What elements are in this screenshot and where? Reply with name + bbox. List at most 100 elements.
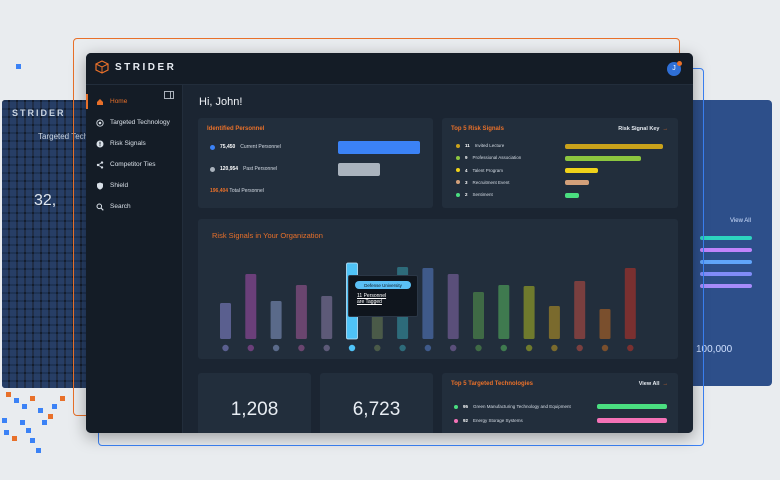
legend-dot [210, 144, 215, 150]
top-bar: STRIDER J [86, 53, 693, 85]
chart-category-marker[interactable] [450, 344, 457, 352]
chart-bar[interactable] [270, 301, 282, 339]
risk-signal-bar [565, 192, 579, 198]
chart-bar[interactable] [245, 274, 257, 339]
sidebar-item-shield[interactable]: Shield [86, 175, 182, 196]
chart-bar[interactable] [422, 268, 434, 339]
search-icon [96, 203, 104, 211]
target-icon [96, 118, 104, 127]
legend-dot [454, 404, 458, 409]
personnel-row-past: 120,954 Past Personnel [210, 166, 277, 172]
share-icon [96, 160, 104, 169]
background-title: Targeted Tech [38, 132, 89, 141]
sidebar-item-risk-signals[interactable]: Risk Signals [86, 133, 182, 154]
chart-category-marker[interactable] [424, 344, 432, 352]
chart-bar[interactable] [523, 286, 535, 339]
risk-signal-bar [565, 180, 589, 186]
chart-category-marker[interactable] [627, 344, 634, 352]
pixel-square [52, 404, 57, 409]
chart-category-marker[interactable] [222, 344, 229, 352]
chart-category-marker[interactable] [298, 344, 305, 352]
chart-category-marker[interactable] [551, 344, 558, 352]
chart-category-marker[interactable] [348, 344, 356, 352]
chart-bar[interactable] [447, 274, 459, 339]
personnel-count: 120,954 [220, 166, 239, 172]
pixel-square [42, 420, 47, 425]
chart-bar[interactable] [624, 268, 636, 339]
risk-count: 2 [465, 192, 468, 198]
pixel-square [16, 64, 21, 69]
background-bar [700, 260, 752, 264]
background-brand: STRIDER [12, 108, 66, 118]
view-all-link[interactable]: View All → [639, 381, 668, 387]
sidebar-item-label: Shield [110, 182, 129, 189]
chart-category-marker[interactable] [323, 344, 330, 352]
sidebar-item-label: Home [110, 98, 128, 105]
sidebar-item-targeted-technology[interactable]: Targeted Technology [86, 112, 182, 133]
risk-signal-row[interactable]: 11 Invited Lecture [456, 143, 504, 148]
sidebar-item-competitor-ties[interactable]: Competitor Ties [86, 154, 182, 175]
risk-label: Recruitment Event [472, 179, 510, 185]
collapse-sidebar-icon[interactable] [164, 91, 174, 99]
tech-count: 92 [463, 418, 469, 423]
pixel-square [36, 448, 41, 453]
chart-category-marker[interactable] [399, 344, 406, 352]
risk-signal-bar [565, 155, 642, 161]
card-title: Top 5 Targeted Technologies [451, 381, 534, 387]
arrow-right-icon: → [662, 126, 669, 132]
chart-bar[interactable] [574, 281, 586, 339]
background-bar [700, 248, 752, 252]
chart-bar[interactable] [220, 303, 231, 339]
chart-category-marker[interactable] [601, 344, 609, 352]
sidebar-item-home[interactable]: Home [86, 91, 182, 112]
sidebar-item-label: Competitor Ties [110, 161, 156, 168]
chart-category-marker[interactable] [374, 344, 381, 352]
risk-signal-bar [565, 143, 663, 149]
personnel-row-current: 75,450 Current Personnel [210, 144, 281, 150]
risk-signal-row[interactable]: 3 Recruitment Event [456, 180, 510, 185]
card-title: Identified Personnel [207, 126, 265, 132]
sidebar-item-label: Targeted Technology [110, 119, 170, 126]
chart-category-marker[interactable] [247, 344, 254, 352]
chart-bar[interactable] [473, 292, 484, 339]
tooltip-line[interactable]: 11 Personnel [357, 293, 387, 299]
chart-bar[interactable] [548, 306, 560, 339]
chart-bar[interactable] [599, 309, 611, 339]
background-bar [700, 272, 752, 276]
tooltip-line[interactable]: are Tagged [357, 299, 382, 305]
risk-signal-key-link[interactable]: Risk Signal Key → [618, 126, 668, 132]
risk-count: 3 [465, 179, 468, 185]
chart-category-marker[interactable] [500, 344, 507, 352]
stat-value: 1,208 [230, 399, 279, 420]
brand-logo[interactable]: STRIDER [95, 60, 176, 74]
shield-icon [97, 182, 103, 190]
chart-category-marker[interactable] [475, 344, 482, 352]
chart-category-marker[interactable] [576, 344, 583, 352]
risk-signal-row[interactable]: 2 Sentiment [456, 192, 493, 197]
chart-bar[interactable] [295, 285, 307, 339]
risk-signal-row[interactable]: 9 Professional Association [456, 155, 521, 160]
legend-dot [456, 155, 460, 160]
tech-row[interactable]: 95 Green Manufacturing Technology and Eq… [454, 404, 571, 409]
risk-label: Talent Program [472, 167, 504, 173]
chart-title: Risk Signals in Your Organization [212, 231, 323, 240]
sidebar-item-search[interactable]: Search [86, 196, 182, 217]
chart-category-marker[interactable] [272, 344, 280, 352]
tech-row[interactable]: 92 Energy Storage Systems [454, 418, 523, 423]
chart-category-marker[interactable] [525, 344, 533, 352]
chart-bar[interactable] [321, 296, 333, 339]
background-view-all: View All [730, 218, 751, 224]
sidebar-item-label: Risk Signals [110, 140, 146, 147]
card-title: Top 5 Risk Signals [451, 126, 504, 132]
background-stat: 100,000 [696, 344, 733, 355]
tech-count: 95 [463, 404, 469, 409]
notification-dot [677, 61, 682, 66]
chart-bar[interactable] [498, 285, 510, 339]
risk-label: Professional Association [472, 155, 522, 161]
tech-label: Energy Storage Systems [473, 418, 523, 423]
risk-count: 9 [465, 155, 468, 161]
alert-icon [96, 140, 104, 147]
risk-signal-row[interactable]: 4 Talent Program [456, 168, 503, 173]
personnel-label: Current Personnel [240, 144, 281, 150]
legend-dot [456, 192, 460, 197]
